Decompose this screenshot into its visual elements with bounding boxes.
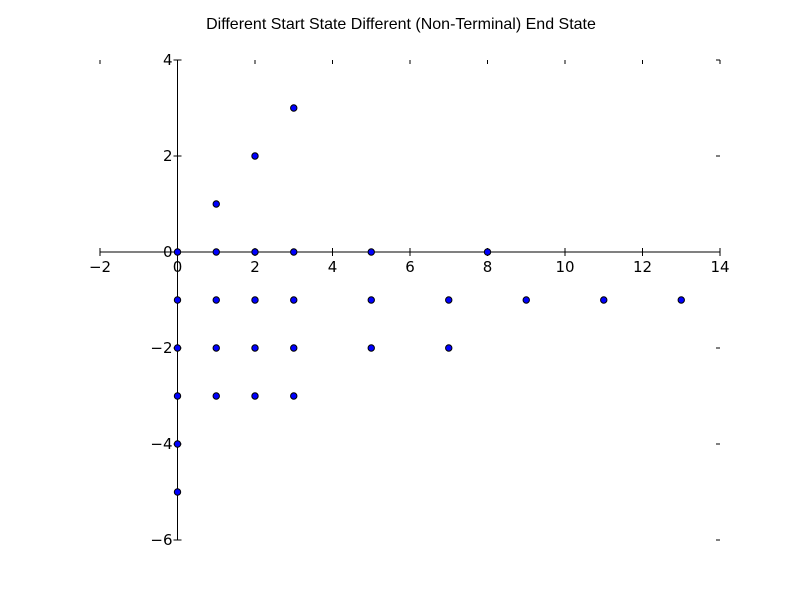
x-tick-label: 12	[633, 258, 652, 276]
x-tick-label: 6	[405, 258, 415, 276]
data-point	[212, 200, 220, 208]
data-point	[212, 344, 220, 352]
data-point	[290, 392, 298, 400]
data-point	[251, 344, 259, 352]
data-point	[212, 248, 220, 256]
data-point	[173, 440, 182, 448]
data-point	[445, 296, 453, 304]
x-tick-label: 2	[250, 258, 260, 276]
y-tick-label: −2	[150, 339, 172, 357]
data-point	[212, 296, 220, 304]
y-tick-label: 0	[163, 243, 173, 261]
data-point	[290, 104, 298, 112]
y-tick-label: 4	[163, 51, 173, 69]
data-point	[173, 392, 182, 400]
data-point	[367, 296, 375, 304]
x-tick-label: 10	[555, 258, 574, 276]
data-point	[173, 248, 182, 256]
data-point	[251, 296, 259, 304]
data-point	[251, 152, 259, 160]
y-tick-label: −4	[150, 435, 172, 453]
data-point	[522, 296, 530, 304]
x-tick-label: −2	[89, 258, 111, 276]
x-tick-label: 8	[483, 258, 493, 276]
data-point	[251, 248, 259, 256]
data-point	[290, 296, 298, 304]
data-point	[251, 392, 259, 400]
data-point	[677, 296, 685, 304]
y-tick-label: −6	[150, 531, 172, 549]
data-point	[173, 344, 182, 352]
y-tick-label: 2	[163, 147, 173, 165]
chart-title: Different Start State Different (Non-Ter…	[206, 16, 596, 33]
data-point	[173, 296, 182, 304]
data-point	[173, 488, 182, 496]
data-point	[290, 248, 298, 256]
x-tick-label: 0	[173, 258, 183, 276]
data-point	[445, 344, 453, 352]
data-point	[600, 296, 608, 304]
data-point	[483, 248, 492, 256]
x-tick-label: 14	[710, 258, 729, 276]
data-point	[290, 344, 298, 352]
data-point	[367, 248, 375, 256]
x-tick-label: 4	[328, 258, 338, 276]
data-point	[367, 344, 375, 352]
data-point	[212, 392, 220, 400]
